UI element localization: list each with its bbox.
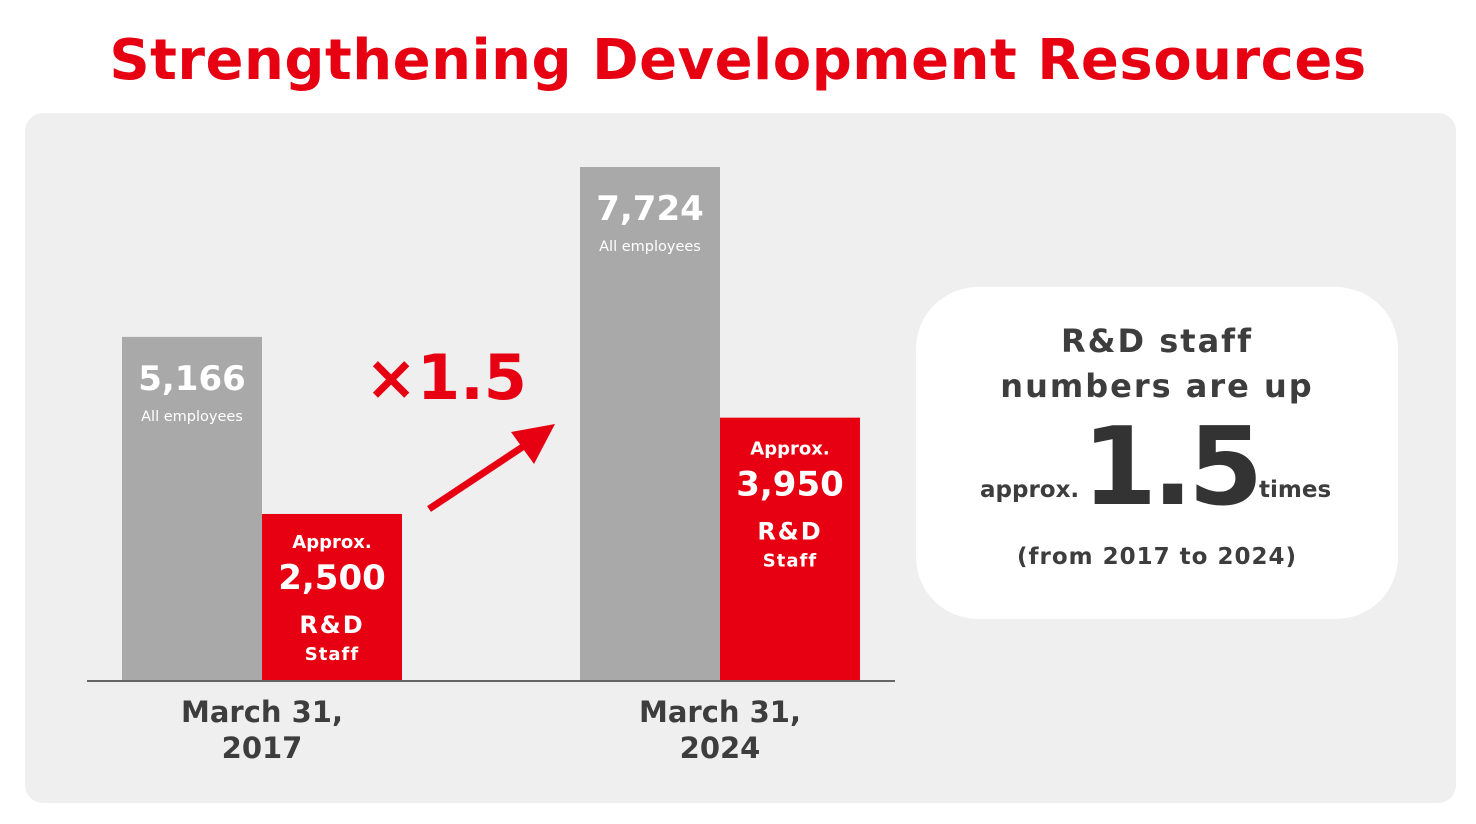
bar-rd-staff xyxy=(262,513,402,680)
series-label-rd: R&D xyxy=(299,611,364,639)
summary-box: R&D staff numbers are up approx. 1.5 tim… xyxy=(916,287,1398,619)
summary-heading: R&D staff numbers are up xyxy=(916,319,1398,409)
data-label-rd-staff: 3,950 xyxy=(736,465,844,505)
bar-rd-staff xyxy=(720,417,860,680)
data-label-all-employees: 7,724 xyxy=(596,189,704,229)
series-label-rd: R&D xyxy=(757,518,822,546)
multiplier-annotation: ×1.5 xyxy=(365,341,527,414)
category-label-line1: March 31, xyxy=(639,695,801,729)
summary-multiplier: 1.5 xyxy=(1082,405,1263,530)
summary-period: (from 2017 to 2024) xyxy=(1017,544,1297,570)
summary-heading-line1: R&D staff xyxy=(1060,322,1254,360)
bar-all-employees xyxy=(122,336,262,680)
series-label-all-employees: All employees xyxy=(141,409,243,425)
summary-approx: approx. xyxy=(980,477,1080,503)
series-label-all-employees: All employees xyxy=(599,239,701,255)
data-label-all-employees: 5,166 xyxy=(138,359,246,399)
category-label-line2: 2017 xyxy=(222,731,303,765)
category-label-line1: March 31, xyxy=(181,695,343,729)
data-label-rd-staff: 2,500 xyxy=(278,558,386,598)
bar-all-employees xyxy=(580,167,720,680)
page-title: Strengthening Development Resources xyxy=(109,28,1367,93)
growth-arrow-shaft xyxy=(427,443,526,512)
data-prefix-rd-staff: Approx. xyxy=(750,439,829,460)
growth-arrow-head xyxy=(511,424,555,464)
series-label-staff: Staff xyxy=(763,551,817,572)
series-label-staff: Staff xyxy=(305,644,359,665)
summary-times: times xyxy=(1259,477,1332,503)
data-prefix-rd-staff: Approx. xyxy=(292,532,371,553)
category-label-line2: 2024 xyxy=(680,731,761,765)
summary-heading-line2: numbers are up xyxy=(1000,367,1314,405)
